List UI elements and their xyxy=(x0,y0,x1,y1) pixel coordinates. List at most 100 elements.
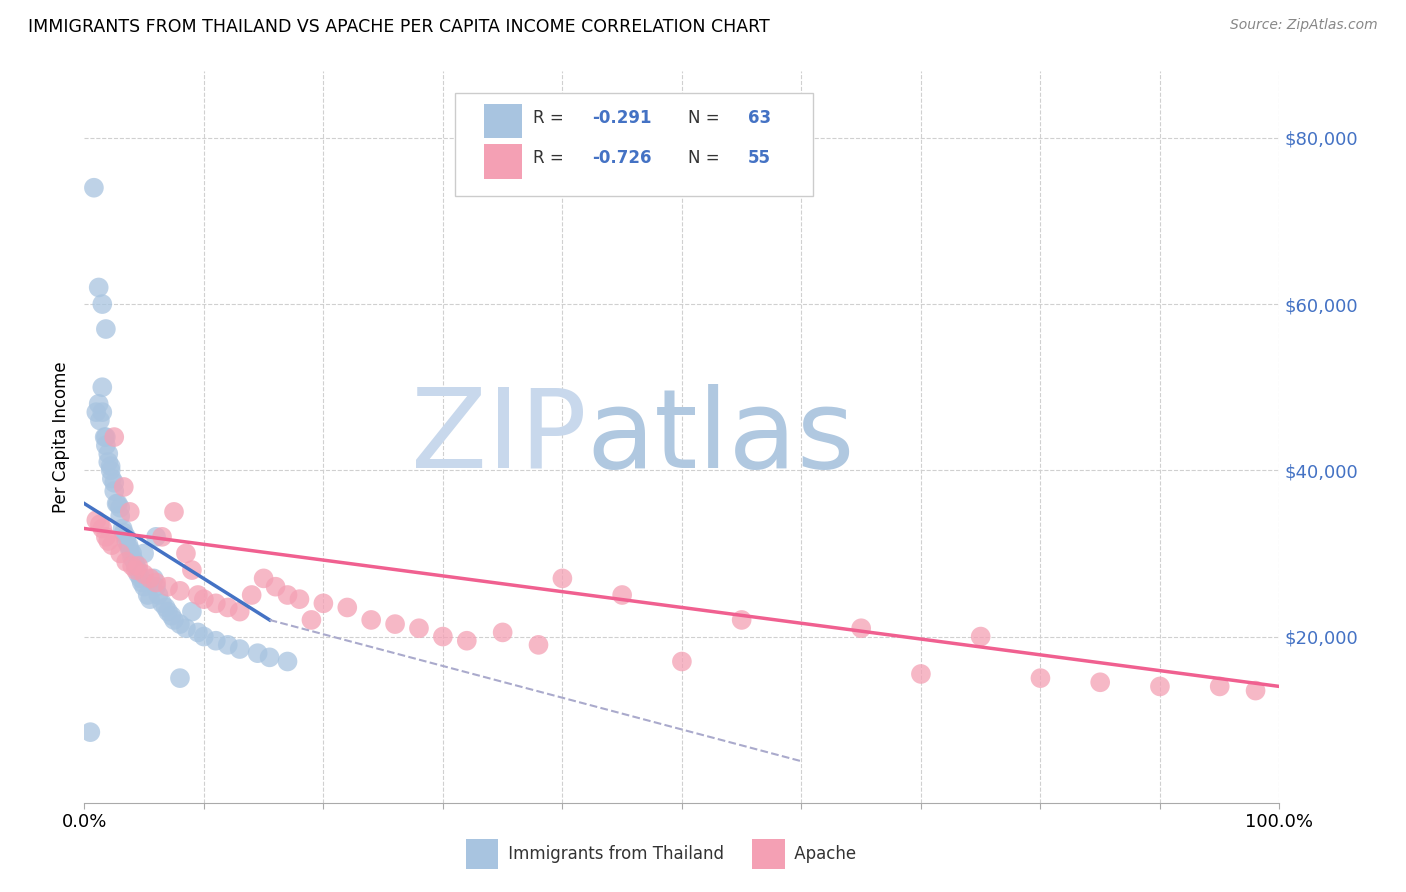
Point xyxy=(456,633,478,648)
Point xyxy=(229,642,252,657)
FancyBboxPatch shape xyxy=(484,145,522,178)
Point xyxy=(851,621,873,635)
Point xyxy=(187,625,209,640)
Point xyxy=(217,638,239,652)
FancyBboxPatch shape xyxy=(752,838,785,870)
Point xyxy=(157,605,180,619)
Point xyxy=(139,592,162,607)
Point xyxy=(384,617,406,632)
Point xyxy=(157,580,180,594)
Point xyxy=(174,546,197,560)
Point xyxy=(112,525,135,540)
Point xyxy=(181,605,204,619)
Text: ZIP: ZIP xyxy=(411,384,586,491)
Point xyxy=(169,617,191,632)
Point xyxy=(1090,675,1112,690)
Point xyxy=(100,463,122,477)
Point xyxy=(118,542,141,557)
Point xyxy=(910,667,932,681)
Point xyxy=(217,600,239,615)
Point xyxy=(86,513,108,527)
FancyBboxPatch shape xyxy=(456,94,814,195)
Text: -0.726: -0.726 xyxy=(592,149,652,167)
Point xyxy=(527,638,550,652)
Point xyxy=(89,413,111,427)
Point xyxy=(93,430,115,444)
Point xyxy=(124,555,146,569)
Point xyxy=(312,596,335,610)
Point xyxy=(103,484,125,499)
Point xyxy=(117,538,139,552)
Point xyxy=(259,650,281,665)
Point xyxy=(115,555,138,569)
Point xyxy=(94,322,117,336)
Point xyxy=(155,600,177,615)
Point xyxy=(87,397,110,411)
FancyBboxPatch shape xyxy=(484,103,522,138)
Point xyxy=(264,580,287,594)
Point xyxy=(115,530,138,544)
Text: 63: 63 xyxy=(748,109,770,127)
Point xyxy=(87,280,110,294)
Point xyxy=(127,563,149,577)
Point xyxy=(148,588,170,602)
Point xyxy=(360,613,382,627)
Point xyxy=(193,592,215,607)
Point xyxy=(101,538,124,552)
Point xyxy=(205,633,228,648)
Point xyxy=(111,521,134,535)
Point xyxy=(181,563,204,577)
Point xyxy=(118,505,141,519)
Text: Immigrants from Thailand: Immigrants from Thailand xyxy=(503,845,724,863)
Point xyxy=(110,500,132,515)
Point xyxy=(97,447,120,461)
Text: IMMIGRANTS FROM THAILAND VS APACHE PER CAPITA INCOME CORRELATION CHART: IMMIGRANTS FROM THAILAND VS APACHE PER C… xyxy=(28,18,770,36)
Point xyxy=(193,630,215,644)
Point xyxy=(121,546,143,560)
Point xyxy=(277,588,299,602)
Point xyxy=(97,455,120,469)
Point xyxy=(163,613,186,627)
Point xyxy=(132,546,156,560)
Point xyxy=(125,558,148,573)
FancyBboxPatch shape xyxy=(465,838,498,870)
Point xyxy=(83,180,105,194)
Point xyxy=(107,497,129,511)
Y-axis label: Per Capita Income: Per Capita Income xyxy=(52,361,70,513)
Point xyxy=(408,621,430,635)
Point xyxy=(91,297,114,311)
Point xyxy=(94,438,117,452)
Point xyxy=(127,567,149,582)
Text: N =: N = xyxy=(688,109,724,127)
Text: Apache: Apache xyxy=(790,845,856,863)
Point xyxy=(288,592,311,607)
Point xyxy=(139,571,162,585)
Point xyxy=(145,580,167,594)
Point xyxy=(115,533,138,548)
Point xyxy=(205,596,228,610)
Point xyxy=(169,583,191,598)
Point xyxy=(169,671,191,685)
Point xyxy=(105,497,128,511)
Point xyxy=(132,580,156,594)
Point xyxy=(89,517,111,532)
Point xyxy=(91,405,114,419)
Point xyxy=(103,475,125,490)
Point xyxy=(110,509,132,524)
Point xyxy=(671,655,693,669)
Point xyxy=(1209,680,1232,694)
Point xyxy=(731,613,754,627)
Point xyxy=(79,725,101,739)
Point xyxy=(277,655,299,669)
Point xyxy=(1029,671,1052,685)
Point xyxy=(612,588,634,602)
Point xyxy=(301,613,323,627)
Point xyxy=(432,630,454,644)
Text: atlas: atlas xyxy=(586,384,855,491)
Text: Source: ZipAtlas.com: Source: ZipAtlas.com xyxy=(1230,18,1378,32)
Text: N =: N = xyxy=(688,149,724,167)
Point xyxy=(103,430,125,444)
Point xyxy=(1149,680,1171,694)
Point xyxy=(110,546,132,560)
Point xyxy=(125,563,148,577)
